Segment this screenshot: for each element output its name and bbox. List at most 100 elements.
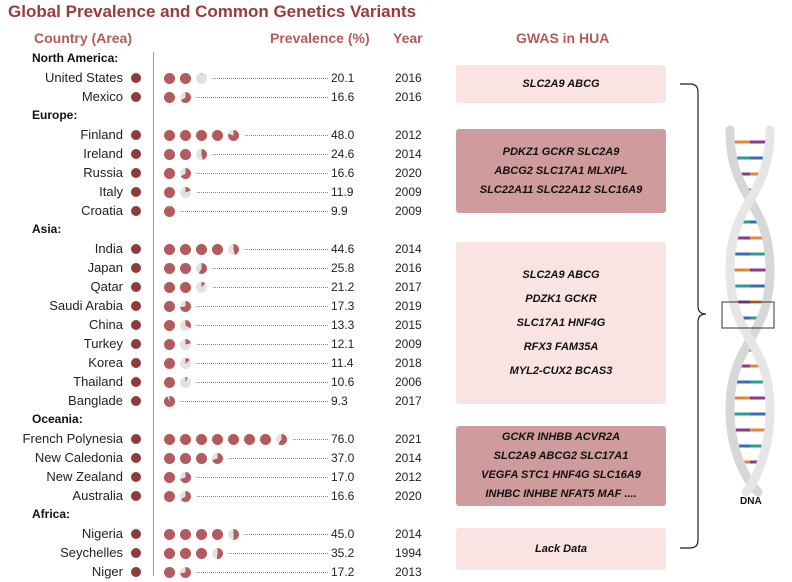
prevalence-pie: [196, 130, 207, 141]
country-name: French Polynesia: [22, 431, 123, 446]
country-name: Niger: [91, 564, 123, 579]
prevalence-pie: [164, 529, 175, 540]
prevalence-value: 25.8: [331, 261, 355, 275]
dna-label: DNA: [740, 496, 762, 507]
leader-line: [245, 135, 328, 136]
country-name: Seychelles: [60, 545, 123, 560]
column-divider: [153, 52, 154, 576]
country-name: China: [89, 317, 123, 332]
prevalence-pie: [164, 339, 175, 350]
leader-line: [197, 363, 328, 364]
prevalence-pie: [164, 377, 175, 388]
gwas-gene-line: ABCG2 SLC17A1 MLXIPL: [494, 164, 628, 177]
leader-line: [197, 325, 328, 326]
prevalence-pie: [180, 73, 191, 84]
study-year: 2014: [395, 527, 422, 541]
prevalence-pie: [260, 434, 271, 445]
leader-line: [197, 382, 328, 383]
country-name: Nigeria: [81, 526, 123, 541]
gwas-box: PDKZ1 GCKR SLC2A9 ABCG2 SLC17A1 MLXIPL SLC…: [456, 129, 666, 213]
gwas-gene-line: GCKR INHBB ACVR2A: [501, 431, 621, 443]
prevalence-pie: [180, 320, 191, 331]
prevalence-pie: [212, 529, 223, 540]
prevalence-pie: [276, 434, 287, 445]
row-marker: [131, 149, 141, 159]
prevalence-pie: [212, 244, 223, 255]
gwas-gene-line: VEGFA STC1 HNF4G SLC16A9: [481, 469, 641, 481]
prevalence-pie: [164, 548, 175, 559]
prevalence-pie: [180, 282, 191, 293]
study-year: 2014: [395, 147, 422, 161]
region-label: Oceania:: [32, 412, 83, 426]
dna-highlight-box: [721, 301, 775, 329]
leader-line: [197, 173, 328, 174]
leader-line: [197, 306, 328, 307]
prevalence-value: 76.0: [331, 432, 355, 446]
study-year: 2019: [395, 299, 422, 313]
prevalence-pie: [164, 453, 175, 464]
country-name: United States: [44, 70, 123, 85]
prevalence-pie: [212, 548, 223, 559]
country-name: Croatia: [81, 203, 123, 218]
prevalence-value: 9.3: [331, 394, 348, 408]
prevalence-pie: [164, 301, 175, 312]
country-name: Thailand: [73, 374, 123, 389]
prevalence-pie: [180, 263, 191, 274]
prevalence-value: 12.1: [331, 337, 355, 351]
row-marker: [131, 130, 141, 140]
country-name: Russia: [83, 165, 123, 180]
leader-line: [213, 287, 328, 288]
prevalence-pie: [212, 434, 223, 445]
prevalence-pie: [180, 472, 191, 483]
row-marker: [131, 472, 141, 482]
prevalence-pie: [212, 130, 223, 141]
prevalence-value: 16.6: [331, 90, 355, 104]
country-name: Korea: [88, 355, 123, 370]
prevalence-pie: [180, 92, 191, 103]
prevalence-value: 45.0: [331, 527, 355, 541]
prevalence-value: 17.2: [331, 565, 355, 579]
leader-line: [213, 268, 328, 269]
prevalence-pie: [180, 149, 191, 160]
gwas-gene-line: MYL2-CUX2 BCAS3: [509, 365, 613, 377]
row-marker: [131, 434, 141, 444]
leader-line: [197, 97, 328, 98]
prevalence-value: 44.6: [331, 242, 355, 256]
leader-line: [245, 534, 328, 535]
prevalence-pie: [164, 244, 175, 255]
prevalence-pie: [164, 149, 175, 160]
prevalence-pie: [196, 282, 207, 293]
row-marker: [131, 548, 141, 558]
country-name: Turkey: [83, 336, 123, 351]
gwas-gene-line: INHBC INHBE NFAT5 MAF ....: [485, 488, 637, 500]
country-name: India: [94, 241, 123, 256]
row-marker: [131, 377, 141, 387]
country-name: New Zealand: [46, 469, 123, 484]
gwas-gene-line: PDZK1 GCKR: [525, 293, 597, 305]
study-year: 2016: [395, 90, 422, 104]
gwas-box: GCKR INHBB ACVR2A SLC2A9 ABCG2 SLC17A1 VEG…: [456, 426, 666, 506]
leader-line: [229, 553, 328, 554]
leader-line: [229, 458, 328, 459]
gwas-gene-line: Lack Data: [535, 542, 587, 555]
prevalence-pie: [164, 92, 175, 103]
row-marker: [131, 92, 141, 102]
prevalence-pie: [164, 472, 175, 483]
study-year: 2018: [395, 356, 422, 370]
prevalence-pie: [164, 358, 175, 369]
row-marker: [131, 282, 141, 292]
country-name: Italy: [99, 184, 123, 199]
prevalence-pie: [196, 548, 207, 559]
study-year: 2021: [395, 432, 422, 446]
prevalence-pie: [164, 282, 175, 293]
header-year: Year: [393, 30, 423, 46]
row-marker: [131, 244, 141, 254]
prevalence-pie: [228, 434, 239, 445]
prevalence-pie: [196, 263, 207, 274]
prevalence-value: 13.3: [331, 318, 355, 332]
prevalence-pie: [180, 130, 191, 141]
row-marker: [131, 168, 141, 178]
prevalence-pie: [164, 567, 175, 578]
study-year: 2014: [395, 242, 422, 256]
prevalence-pie: [196, 529, 207, 540]
